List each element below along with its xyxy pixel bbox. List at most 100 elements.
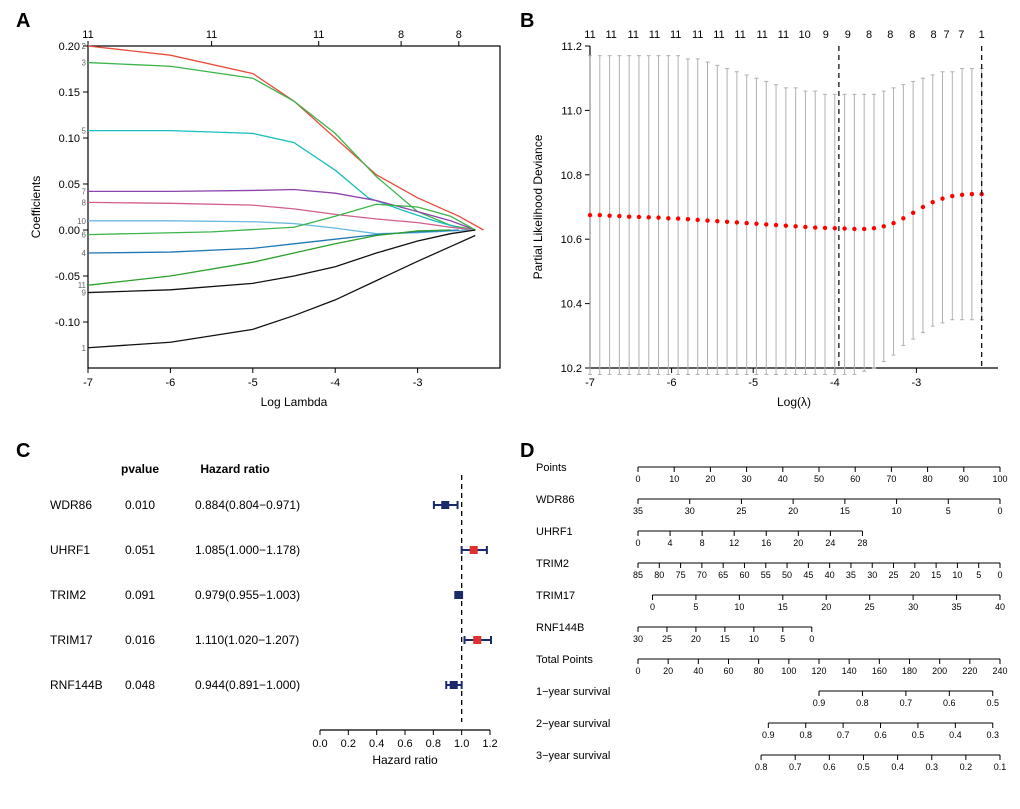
svg-text:55: 55 [761,570,771,580]
svg-text:4: 4 [668,538,673,548]
svg-text:Partial Likelihood Deviance: Partial Likelihood Deviance [531,134,545,279]
svg-text:30: 30 [742,474,752,484]
svg-text:200: 200 [932,666,947,676]
panel-b-chart: 10.210.410.610.811.011.2-7-6-5-4-3111111… [522,16,1012,416]
svg-text:60: 60 [739,570,749,580]
svg-text:100: 100 [781,666,796,676]
svg-text:9: 9 [82,289,87,298]
svg-text:20: 20 [663,666,673,676]
svg-text:25: 25 [736,506,746,516]
svg-text:60: 60 [723,666,733,676]
svg-text:8: 8 [887,29,893,41]
svg-text:35: 35 [846,570,856,580]
svg-text:28: 28 [857,538,867,548]
svg-text:0.5: 0.5 [912,730,925,740]
svg-text:0.8: 0.8 [856,698,869,708]
svg-text:11.2: 11.2 [561,41,582,53]
svg-text:180: 180 [902,666,917,676]
svg-text:0.5: 0.5 [857,762,870,772]
svg-text:30: 30 [633,634,643,644]
svg-text:10.8: 10.8 [561,170,582,182]
svg-text:0: 0 [809,634,814,644]
svg-text:0.9: 0.9 [813,698,826,708]
svg-text:11: 11 [778,29,789,41]
svg-text:-6: -6 [166,377,176,389]
svg-text:11: 11 [206,29,217,41]
svg-text:4: 4 [82,249,87,258]
svg-text:TRIM2: TRIM2 [50,588,86,602]
svg-text:0.9: 0.9 [762,730,775,740]
svg-text:2: 2 [82,42,87,51]
svg-text:5: 5 [780,634,785,644]
svg-text:0.4: 0.4 [369,738,384,750]
svg-text:11: 11 [713,29,724,41]
svg-text:5: 5 [693,602,698,612]
svg-text:50: 50 [782,570,792,580]
svg-text:3: 3 [82,59,87,68]
svg-text:-5: -5 [748,377,758,389]
svg-text:8: 8 [866,29,872,41]
svg-text:20: 20 [793,538,803,548]
svg-text:11: 11 [649,29,660,41]
svg-text:40: 40 [995,602,1005,612]
panel-d-nomogram: Points0102030405060708090100WDR863530252… [530,445,1010,795]
svg-text:0.091: 0.091 [125,588,155,602]
svg-text:RNF144B: RNF144B [536,622,584,634]
svg-text:20: 20 [788,506,798,516]
svg-text:8: 8 [909,29,915,41]
svg-text:0.2: 0.2 [960,762,973,772]
svg-text:20: 20 [821,602,831,612]
svg-text:1.085(1.000−1.178): 1.085(1.000−1.178) [195,543,300,557]
svg-text:11: 11 [82,29,93,41]
svg-text:Points: Points [536,462,567,474]
svg-text:1.0: 1.0 [454,738,469,750]
svg-text:8: 8 [456,29,462,41]
svg-text:10.4: 10.4 [561,299,582,311]
svg-text:-3: -3 [413,377,423,389]
svg-text:60: 60 [850,474,860,484]
svg-text:90: 90 [959,474,969,484]
svg-text:0.7: 0.7 [837,730,850,740]
svg-text:10.6: 10.6 [561,234,582,246]
svg-text:70: 70 [697,570,707,580]
svg-text:10: 10 [749,634,759,644]
svg-text:220: 220 [962,666,977,676]
svg-text:80: 80 [754,666,764,676]
svg-text:1: 1 [979,29,985,41]
svg-text:1.2: 1.2 [482,738,497,750]
svg-text:0: 0 [650,602,655,612]
svg-text:0.8: 0.8 [426,738,441,750]
svg-text:0.05: 0.05 [59,179,80,191]
svg-text:15: 15 [840,506,850,516]
svg-text:8: 8 [700,538,705,548]
svg-text:TRIM17: TRIM17 [536,590,575,602]
svg-text:65: 65 [718,570,728,580]
panel-c-forest: pvalueHazard ratioWDR860.0100.884(0.804−… [20,445,510,795]
panel-a-chart: -0.10-0.050.000.050.100.150.20-7-6-5-4-3… [20,16,510,416]
svg-text:10: 10 [734,602,744,612]
svg-text:0: 0 [997,506,1002,516]
svg-text:0.6: 0.6 [943,698,956,708]
svg-text:UHRF1: UHRF1 [536,526,573,538]
svg-text:50: 50 [814,474,824,484]
svg-text:40: 40 [778,474,788,484]
svg-text:WDR86: WDR86 [50,498,92,512]
svg-text:45: 45 [803,570,813,580]
svg-text:0: 0 [635,666,640,676]
svg-text:11: 11 [692,29,703,41]
svg-text:0.010: 0.010 [125,498,155,512]
svg-text:Hazard ratio: Hazard ratio [200,462,269,476]
svg-text:0.884(0.804−0.971): 0.884(0.804−0.971) [195,498,300,512]
svg-text:0.0: 0.0 [312,738,327,750]
svg-text:0.1: 0.1 [994,762,1007,772]
svg-text:15: 15 [720,634,730,644]
svg-text:0.048: 0.048 [125,678,155,692]
svg-text:-0.10: -0.10 [55,317,80,329]
svg-text:140: 140 [842,666,857,676]
svg-text:10: 10 [798,29,810,41]
svg-text:15: 15 [778,602,788,612]
svg-text:16: 16 [761,538,771,548]
svg-text:35: 35 [633,506,643,516]
svg-text:5: 5 [976,570,981,580]
svg-text:8: 8 [398,29,404,41]
